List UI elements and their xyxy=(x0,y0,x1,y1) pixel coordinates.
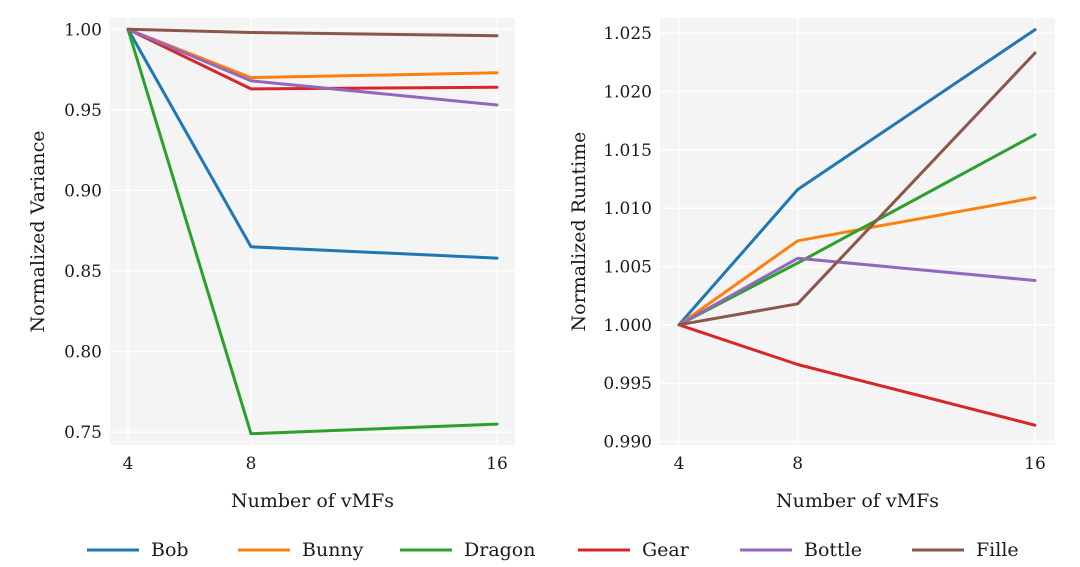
series-line-bob xyxy=(126,27,499,260)
x-axis-label: Number of vMFs xyxy=(776,490,939,512)
series-line-bottle xyxy=(126,27,499,107)
x-axis-label: Number of vMFs xyxy=(231,490,394,512)
y-tick-label: 1.00 xyxy=(64,20,102,40)
x-tick-label: 4 xyxy=(123,454,134,474)
x-tick-label: 8 xyxy=(246,454,257,474)
y-tick-label: 1.015 xyxy=(603,141,652,161)
legend-label-bob: Bob xyxy=(151,539,189,561)
legend: Bob Bunny Dragon Gear Bottle Fille xyxy=(87,539,1019,561)
legend-label-bunny: Bunny xyxy=(302,539,364,561)
x-tick-label: 16 xyxy=(486,454,508,474)
x-tick-label: 4 xyxy=(674,454,685,474)
plot-area xyxy=(110,18,515,445)
series-line-bob xyxy=(677,28,1037,327)
y-tick-label: 0.990 xyxy=(603,433,652,453)
y-tick-label: 1.020 xyxy=(603,83,652,103)
x-tick-label: 8 xyxy=(792,454,803,474)
series-line-bottle xyxy=(677,256,1037,327)
series-line-fille xyxy=(126,27,499,38)
series-line-bunny xyxy=(677,196,1037,327)
chart-panel-2: 0.990 0.995 1.000 1.005 1.010 1.015 1.020 1.025… xyxy=(568,18,1055,512)
legend-label-fille: Fille xyxy=(976,539,1019,561)
y-tick-label: 0.80 xyxy=(64,343,102,363)
y-tick-label: 0.995 xyxy=(603,374,652,394)
y-axis-label: Normalized Runtime xyxy=(568,132,590,332)
y-tick-label: 0.95 xyxy=(64,101,102,121)
x-tick-label: 16 xyxy=(1024,454,1046,474)
y-tick-label: 1.025 xyxy=(603,24,652,44)
series-line-fille xyxy=(677,51,1037,327)
y-tick-label: 0.85 xyxy=(64,262,102,282)
series-line-dragon xyxy=(126,27,499,436)
y-tick-label: 1.010 xyxy=(603,199,652,219)
y-tick-label: 0.90 xyxy=(64,181,102,201)
y-axis-label: Normalized Variance xyxy=(27,130,49,332)
series-line-gear xyxy=(126,27,499,91)
chart-panel-1: 0.75 0.80 0.85 0.90 0.95 1.00 4 8 16 Number of vM… xyxy=(27,18,515,512)
legend-label-gear: Gear xyxy=(642,539,690,561)
y-tick-label: 1.000 xyxy=(603,316,652,336)
series-line-gear xyxy=(677,323,1037,427)
y-tick-label: 0.75 xyxy=(64,423,102,443)
legend-label-dragon: Dragon xyxy=(464,539,535,561)
legend-label-bottle: Bottle xyxy=(804,539,862,561)
y-tick-label: 1.005 xyxy=(603,258,652,278)
